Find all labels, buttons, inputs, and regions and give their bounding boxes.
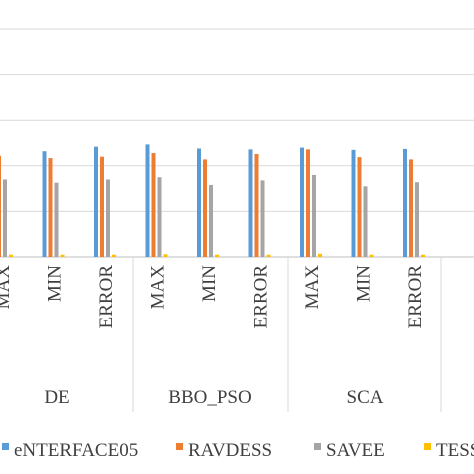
bar-savee (415, 182, 419, 257)
bar-savee (106, 179, 110, 257)
bar-ravdess (48, 158, 53, 257)
category-tick-label: ERROR (251, 265, 272, 329)
category-tick-label: MIN (354, 265, 375, 302)
legend-swatch-tess (424, 443, 431, 450)
category-tick-label: MIN (45, 265, 66, 302)
bar-enterface05 (94, 146, 98, 257)
legend: eNTERFACE05 RAVDESS SAVEE TESS (2, 440, 474, 461)
legend-swatch-savee (314, 443, 321, 450)
category-tick-label: ERROR (405, 265, 426, 329)
gridlines (0, 28, 474, 258)
bar-savee (312, 174, 316, 257)
bar-tess (266, 254, 271, 257)
bars (0, 144, 425, 257)
bar-enterface05 (145, 144, 150, 257)
category-tick-label: ERROR (96, 265, 117, 329)
bar-ravdess (306, 149, 310, 257)
bar-tess (60, 254, 65, 257)
category-tick-label: MAX (302, 265, 323, 310)
bar-savee (209, 184, 213, 257)
bar-savee (363, 186, 368, 257)
legend-label: eNTERFACE05 (14, 440, 138, 461)
bar-savee (54, 182, 59, 257)
bar-enterface05 (403, 148, 407, 257)
bar-ravdess (254, 153, 259, 257)
bar-savee (3, 179, 7, 257)
bar-tess (215, 254, 219, 257)
bar-tess (421, 254, 425, 257)
bar-tess (163, 254, 168, 257)
group-labels: DE BBO_PSO SCA (44, 387, 383, 408)
category-tick-label: MAX (0, 265, 14, 310)
bar-enterface05 (300, 147, 304, 257)
bar-enterface05 (351, 149, 356, 257)
axis-lines (132, 257, 442, 412)
category-tick-labels: MAX MIN ERROR MAX MIN ERROR MAX MIN ERROR (0, 265, 426, 329)
bar-enterface05 (42, 151, 47, 257)
bar-enterface05 (248, 149, 253, 257)
group-label: SCA (347, 387, 384, 408)
bar-ravdess (0, 155, 1, 257)
group-label: BBO_PSO (168, 387, 251, 408)
group-label: DE (44, 387, 69, 408)
legend-label: TESS (436, 440, 474, 461)
bar-tess (9, 254, 13, 257)
legend-swatch-ravdess (176, 443, 183, 450)
bar-savee (157, 177, 162, 257)
legend-label: SAVEE (326, 440, 385, 461)
bar-ravdess (409, 159, 413, 257)
legend-swatch-enterface05 (2, 443, 9, 450)
bar-ravdess (203, 159, 207, 257)
bar-ravdess (151, 153, 156, 257)
bar-ravdess (357, 157, 362, 257)
category-tick-label: MAX (148, 265, 169, 310)
bar-tess (112, 254, 116, 257)
bar-tess (318, 253, 322, 257)
legend-label: RAVDESS (188, 440, 272, 461)
bar-enterface05 (197, 148, 201, 257)
bar-tess (369, 254, 374, 257)
category-tick-label: MIN (199, 265, 220, 302)
bar-ravdess (100, 156, 104, 257)
bar-savee (260, 180, 265, 257)
